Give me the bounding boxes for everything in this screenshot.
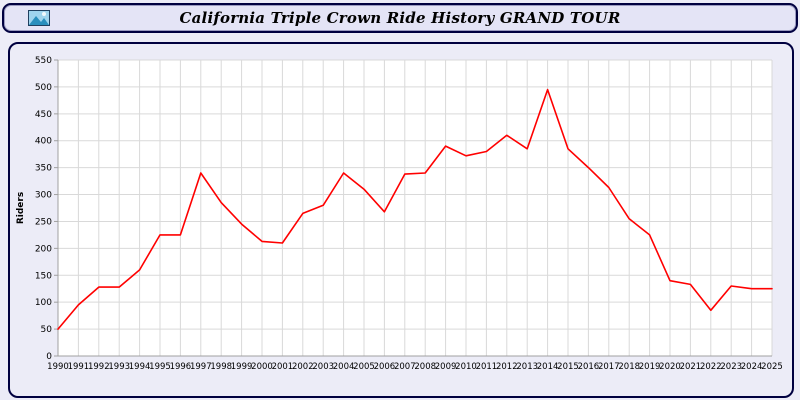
y-axis-title: Riders [16,192,26,224]
x-tick-label: 2003 [312,362,334,372]
x-tick-label: 1998 [210,362,232,372]
ride-history-chart: 0501001502002503003504004505005501990199… [16,56,783,372]
x-tick-label: 1999 [231,362,253,372]
x-tick-label: 2009 [435,362,457,372]
plot-area [58,60,772,356]
y-tick-label: 300 [35,191,52,201]
y-tick-label: 350 [35,164,52,174]
x-tick-label: 2013 [516,362,538,372]
x-tick-label: 1995 [149,362,171,372]
x-tick-label: 2001 [272,362,294,372]
x-tick-label: 2021 [680,362,702,372]
x-tick-label: 2025 [761,362,783,372]
x-tick-label: 2005 [353,362,375,372]
y-tick-label: 200 [35,244,52,254]
x-tick-label: 2020 [659,362,681,372]
x-tick-label: 1990 [47,362,69,372]
x-tick-label: 2019 [639,362,661,372]
y-tick-label: 400 [35,137,52,147]
x-tick-label: 2015 [557,362,579,372]
riders-line-series [57,88,773,330]
logo-icon [28,10,50,26]
x-tick-label: 2010 [455,362,477,372]
x-tick-label: 1994 [129,362,151,372]
x-tick-label: 2023 [720,362,742,372]
x-tick-label: 2008 [414,362,436,372]
y-tick-label: 500 [35,83,52,93]
x-tick-label: 2007 [394,362,416,372]
y-tick-label: 0 [46,352,52,362]
x-tick-label: 2017 [598,362,620,372]
x-tick-label: 1992 [88,362,110,372]
y-tick-label: 150 [35,271,52,281]
x-tick-label: 1997 [190,362,212,372]
y-tick-label: 100 [35,298,52,308]
x-tick-label: 2002 [292,362,314,372]
x-tick-label: 1991 [68,362,90,372]
x-tick-label: 2014 [537,362,559,372]
x-tick-label: 2018 [618,362,640,372]
y-tick-label: 50 [41,325,53,335]
y-tick-label: 250 [35,217,52,227]
chart-panel: 0 50 100 150 200 250 300 350 400 450 500 550 1990 199… [8,42,794,398]
title-bar: California Triple Crown Ride History GRA… [2,3,798,33]
page-title: California Triple Crown Ride History GRA… [179,9,621,27]
x-tick-label: 1993 [108,362,130,372]
x-tick-label: 2016 [578,362,600,372]
y-tick-label: 550 [35,56,52,66]
y-tick-label: 450 [35,110,52,120]
x-tick-label: 2004 [333,362,355,372]
x-tick-label: 2024 [741,362,763,372]
x-tick-label: 2006 [374,362,396,372]
x-tick-label: 2011 [476,362,498,372]
x-tick-label: 2000 [251,362,273,372]
x-tick-label: 2022 [700,362,722,372]
x-tick-label: 2012 [496,362,518,372]
x-tick-label: 1996 [170,362,192,372]
